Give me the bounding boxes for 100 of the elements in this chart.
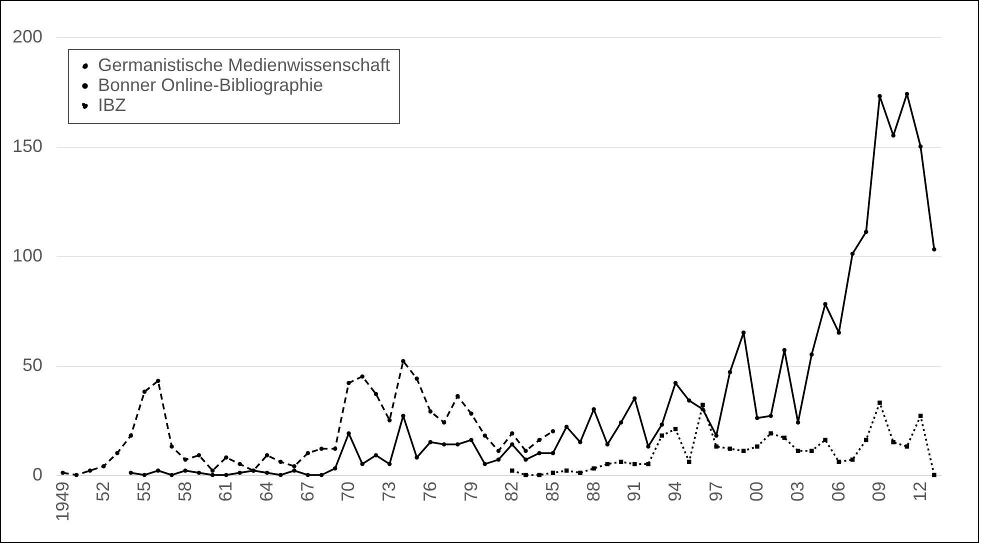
point bbox=[401, 359, 406, 364]
point bbox=[537, 438, 542, 442]
x-tick-label: 82 bbox=[502, 482, 522, 502]
point bbox=[891, 440, 896, 444]
point bbox=[714, 433, 718, 438]
point bbox=[510, 442, 514, 446]
point bbox=[196, 453, 202, 458]
point bbox=[428, 409, 433, 414]
y-tick-label: 200 bbox=[12, 26, 42, 46]
point bbox=[170, 444, 174, 449]
point bbox=[550, 450, 556, 456]
point bbox=[700, 402, 705, 408]
point bbox=[238, 462, 242, 466]
point bbox=[401, 414, 406, 418]
x-tick-label: 58 bbox=[174, 482, 195, 502]
x-tick-label: 70 bbox=[338, 482, 358, 502]
x-tick-label: 12 bbox=[910, 482, 930, 502]
x-tick-label: 73 bbox=[379, 482, 400, 502]
point bbox=[823, 438, 828, 442]
point bbox=[292, 468, 296, 473]
point bbox=[60, 470, 65, 475]
point bbox=[102, 464, 106, 468]
point bbox=[319, 446, 324, 451]
point bbox=[210, 472, 215, 478]
point bbox=[578, 470, 582, 475]
point bbox=[210, 468, 215, 473]
point bbox=[810, 448, 814, 454]
point bbox=[374, 392, 378, 396]
x-tick-label: 61 bbox=[216, 482, 236, 502]
point bbox=[387, 462, 392, 466]
point bbox=[170, 472, 174, 478]
point bbox=[700, 407, 705, 412]
point bbox=[292, 464, 296, 468]
point bbox=[224, 455, 228, 460]
x-tick-label: 55 bbox=[134, 482, 154, 502]
point bbox=[537, 450, 542, 456]
point bbox=[278, 472, 283, 478]
point bbox=[918, 144, 923, 149]
point bbox=[836, 330, 842, 335]
x-tick-label: 00 bbox=[746, 482, 767, 502]
point bbox=[660, 422, 664, 427]
point bbox=[524, 472, 528, 478]
point bbox=[728, 370, 732, 374]
point bbox=[264, 453, 270, 458]
point bbox=[550, 429, 556, 434]
point bbox=[428, 440, 433, 444]
y-tick-label: 100 bbox=[12, 246, 42, 266]
legend-label: Bonner Online-Bibliographie bbox=[98, 75, 324, 95]
point bbox=[686, 398, 692, 403]
x-tick-label: 06 bbox=[828, 482, 848, 502]
point bbox=[224, 472, 228, 478]
point bbox=[878, 94, 882, 98]
x-tick-label: 79 bbox=[460, 482, 481, 502]
point bbox=[374, 453, 378, 458]
point bbox=[823, 302, 828, 306]
point bbox=[238, 470, 242, 475]
point bbox=[332, 446, 338, 451]
point bbox=[306, 472, 310, 478]
point bbox=[496, 458, 501, 462]
point bbox=[564, 424, 569, 429]
point bbox=[605, 442, 610, 446]
x-tick-label: 52 bbox=[93, 482, 114, 502]
point bbox=[319, 472, 324, 478]
point bbox=[632, 462, 637, 466]
point bbox=[183, 468, 188, 473]
point bbox=[891, 133, 896, 138]
point bbox=[469, 412, 474, 416]
point bbox=[442, 420, 446, 425]
point bbox=[360, 462, 364, 466]
point bbox=[196, 470, 202, 475]
point bbox=[346, 380, 351, 386]
x-tick-label: 1949 bbox=[52, 482, 72, 522]
point bbox=[864, 230, 868, 234]
point bbox=[264, 470, 270, 475]
x-tick-label: 97 bbox=[706, 482, 726, 502]
point bbox=[128, 433, 134, 438]
point bbox=[496, 448, 501, 454]
point bbox=[592, 407, 596, 412]
point bbox=[360, 374, 364, 379]
point bbox=[537, 472, 542, 478]
point bbox=[142, 472, 147, 478]
point bbox=[768, 414, 773, 418]
point bbox=[796, 420, 800, 425]
point bbox=[646, 444, 650, 449]
point bbox=[618, 420, 624, 425]
point bbox=[524, 448, 528, 454]
point bbox=[128, 470, 134, 475]
point bbox=[469, 438, 474, 442]
point bbox=[673, 380, 678, 386]
point bbox=[306, 450, 310, 456]
point bbox=[332, 466, 338, 471]
point bbox=[115, 450, 120, 456]
point bbox=[768, 431, 773, 436]
point bbox=[524, 458, 528, 462]
x-tick-label: 64 bbox=[256, 482, 277, 502]
x-tick-label: 67 bbox=[297, 482, 318, 502]
point bbox=[88, 468, 92, 473]
point bbox=[918, 414, 923, 418]
point bbox=[810, 352, 814, 357]
point bbox=[782, 436, 787, 440]
